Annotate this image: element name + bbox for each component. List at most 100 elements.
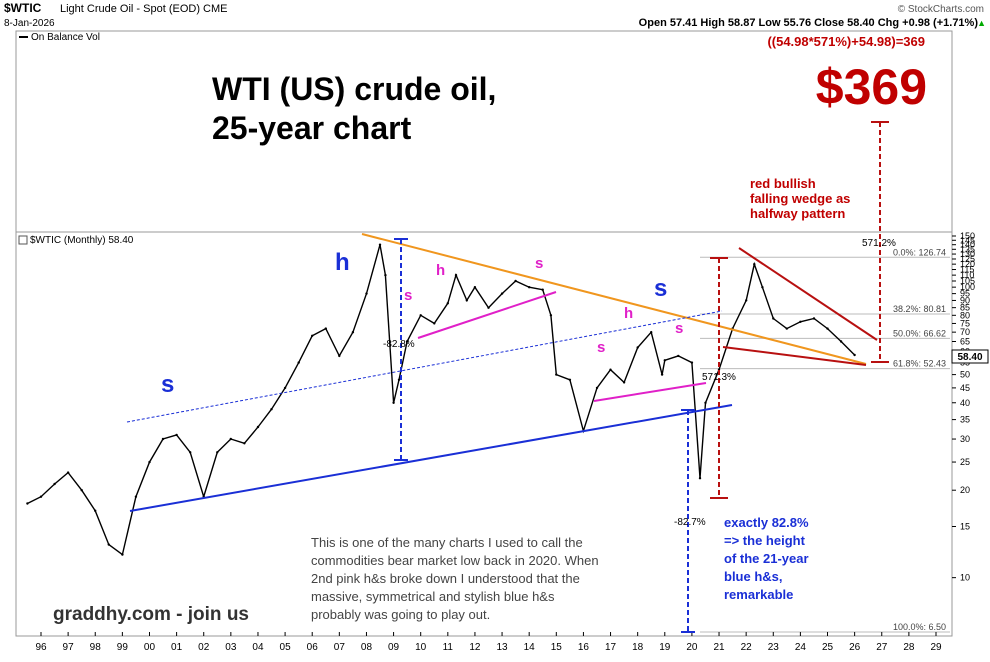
- formula-text: ((54.98*571%)+54.98)=369: [767, 34, 925, 49]
- x-tick-label-12: 08: [361, 642, 373, 653]
- x-tick-label-3: 99: [117, 642, 129, 653]
- pattern-letters: s h s s h s s h s: [161, 249, 683, 398]
- y-tick-label-14: 80: [960, 310, 970, 320]
- price-point: [121, 553, 124, 556]
- x-tick-label-25: 21: [713, 642, 725, 653]
- x-tick-label-1: 97: [63, 642, 75, 653]
- price-point: [324, 327, 327, 330]
- price-point: [541, 288, 544, 291]
- x-tick-label-32: 28: [903, 642, 915, 653]
- obv-panel: [15, 30, 953, 233]
- price-point: [216, 451, 219, 454]
- y-tick-label-24: 130: [960, 249, 975, 259]
- height-line2: => the height: [724, 533, 806, 548]
- wedge-line1: red bullish: [750, 176, 816, 191]
- price-point: [39, 495, 43, 498]
- price-point: [663, 359, 666, 362]
- x-tick-label-26: 22: [741, 642, 753, 653]
- price-point: [595, 386, 599, 390]
- price-point: [66, 471, 70, 474]
- y-tick-label-3: 25: [960, 457, 970, 467]
- x-tick-label-22: 18: [632, 642, 644, 653]
- price-point: [514, 279, 517, 283]
- y-tick-label-2: 20: [960, 485, 970, 495]
- price-point: [609, 368, 612, 371]
- note-line5: probably was going to play out.: [311, 607, 490, 622]
- x-tick-label-27: 23: [768, 642, 780, 653]
- price-point: [433, 322, 436, 325]
- price-point: [568, 378, 572, 381]
- note-line3: 2nd pink h&s broke down I understood tha…: [311, 571, 580, 586]
- price-point: [636, 346, 639, 349]
- x-tick-label-21: 17: [605, 642, 617, 653]
- x-tick-label-13: 09: [388, 642, 400, 653]
- y-tick-label-4: 30: [960, 434, 970, 444]
- blue-dotted-line: [126, 310, 723, 423]
- pink-h-2: h: [624, 305, 633, 322]
- price-point: [454, 273, 458, 277]
- y-tick-label-17: 95: [960, 289, 970, 299]
- chart-label-icon: [18, 235, 28, 245]
- fib-label-0: 0.0%: 126.74: [893, 247, 946, 257]
- chart-label: $WTIC (Monthly) 58.40: [30, 235, 134, 246]
- blue-h: h: [335, 249, 350, 276]
- note-line2: commodities bear market low back in 2020…: [311, 553, 599, 568]
- y-tick-label-18: 100: [960, 282, 975, 292]
- price-panel: [15, 231, 953, 637]
- y-tick-label-16: 90: [960, 295, 970, 305]
- x-tick-label-11: 07: [334, 642, 346, 653]
- y-tick-label-13: 75: [960, 318, 970, 328]
- x-tick-label-4: 00: [144, 642, 156, 653]
- x-tick-label-6: 02: [198, 642, 210, 653]
- price-point: [853, 353, 856, 357]
- header-date: 8-Jan-2026: [4, 18, 55, 29]
- x-tick-label-18: 14: [524, 642, 536, 653]
- price-point: [528, 286, 531, 289]
- price-point: [826, 327, 829, 330]
- note-line4: massive, symmetrical and stylish blue h&…: [311, 589, 555, 604]
- price-point: [549, 314, 553, 317]
- price-point: [283, 386, 287, 390]
- y-tick-label-15: 85: [960, 303, 970, 313]
- pink-h-1: h: [436, 262, 445, 279]
- price-point: [384, 273, 387, 277]
- wedge-line3: halfway pattern: [750, 206, 845, 221]
- price-point: [311, 334, 314, 337]
- x-tick-label-9: 05: [280, 642, 292, 653]
- price-point: [660, 373, 664, 376]
- pink-line-1: [417, 291, 557, 339]
- x-tick-label-2: 98: [90, 642, 102, 653]
- y-tick-label-21: 115: [960, 265, 974, 275]
- x-tick-label-20: 16: [578, 642, 590, 653]
- price-point: [419, 314, 422, 317]
- fib-levels: 0.0%: 126.74 38.2%: 80.81 50.0%: 66.62 61.8…: [700, 247, 950, 633]
- y-tick-label-25: 135: [960, 244, 975, 254]
- header-chg-arrow: ▲: [977, 18, 986, 28]
- x-tick-label-31: 27: [876, 642, 888, 653]
- y-tick-label-11: 65: [960, 337, 970, 347]
- y-tick-label-8: 50: [960, 370, 970, 380]
- blue-s-left: s: [161, 371, 174, 398]
- y-tick-label-6: 40: [960, 398, 970, 408]
- x-tick-label-24: 20: [686, 642, 698, 653]
- price-point: [690, 361, 694, 364]
- fib-label-1: 38.2%: 80.81: [893, 304, 946, 314]
- y-tick-label-26: 140: [960, 240, 975, 250]
- x-tick-label-19: 15: [551, 642, 563, 653]
- y-tick-label-1: 15: [960, 521, 970, 531]
- price-point: [397, 378, 401, 381]
- price-point: [189, 451, 192, 454]
- x-tick-label-14: 10: [415, 642, 427, 653]
- pink-s-1: s: [404, 287, 412, 304]
- title-line1: WTI (US) crude oil,: [212, 71, 496, 107]
- y-tick-label-27: 145: [960, 235, 975, 245]
- footer-credit: graddhy.com - join us: [53, 604, 249, 625]
- pink-s-4: s: [675, 320, 683, 337]
- price-point: [256, 425, 260, 429]
- fib-label-3: 61.8%: 52.43: [893, 359, 946, 369]
- pink-s-2: s: [535, 255, 543, 272]
- price-point: [365, 292, 368, 295]
- price-point: [772, 317, 775, 320]
- price-point: [622, 381, 626, 384]
